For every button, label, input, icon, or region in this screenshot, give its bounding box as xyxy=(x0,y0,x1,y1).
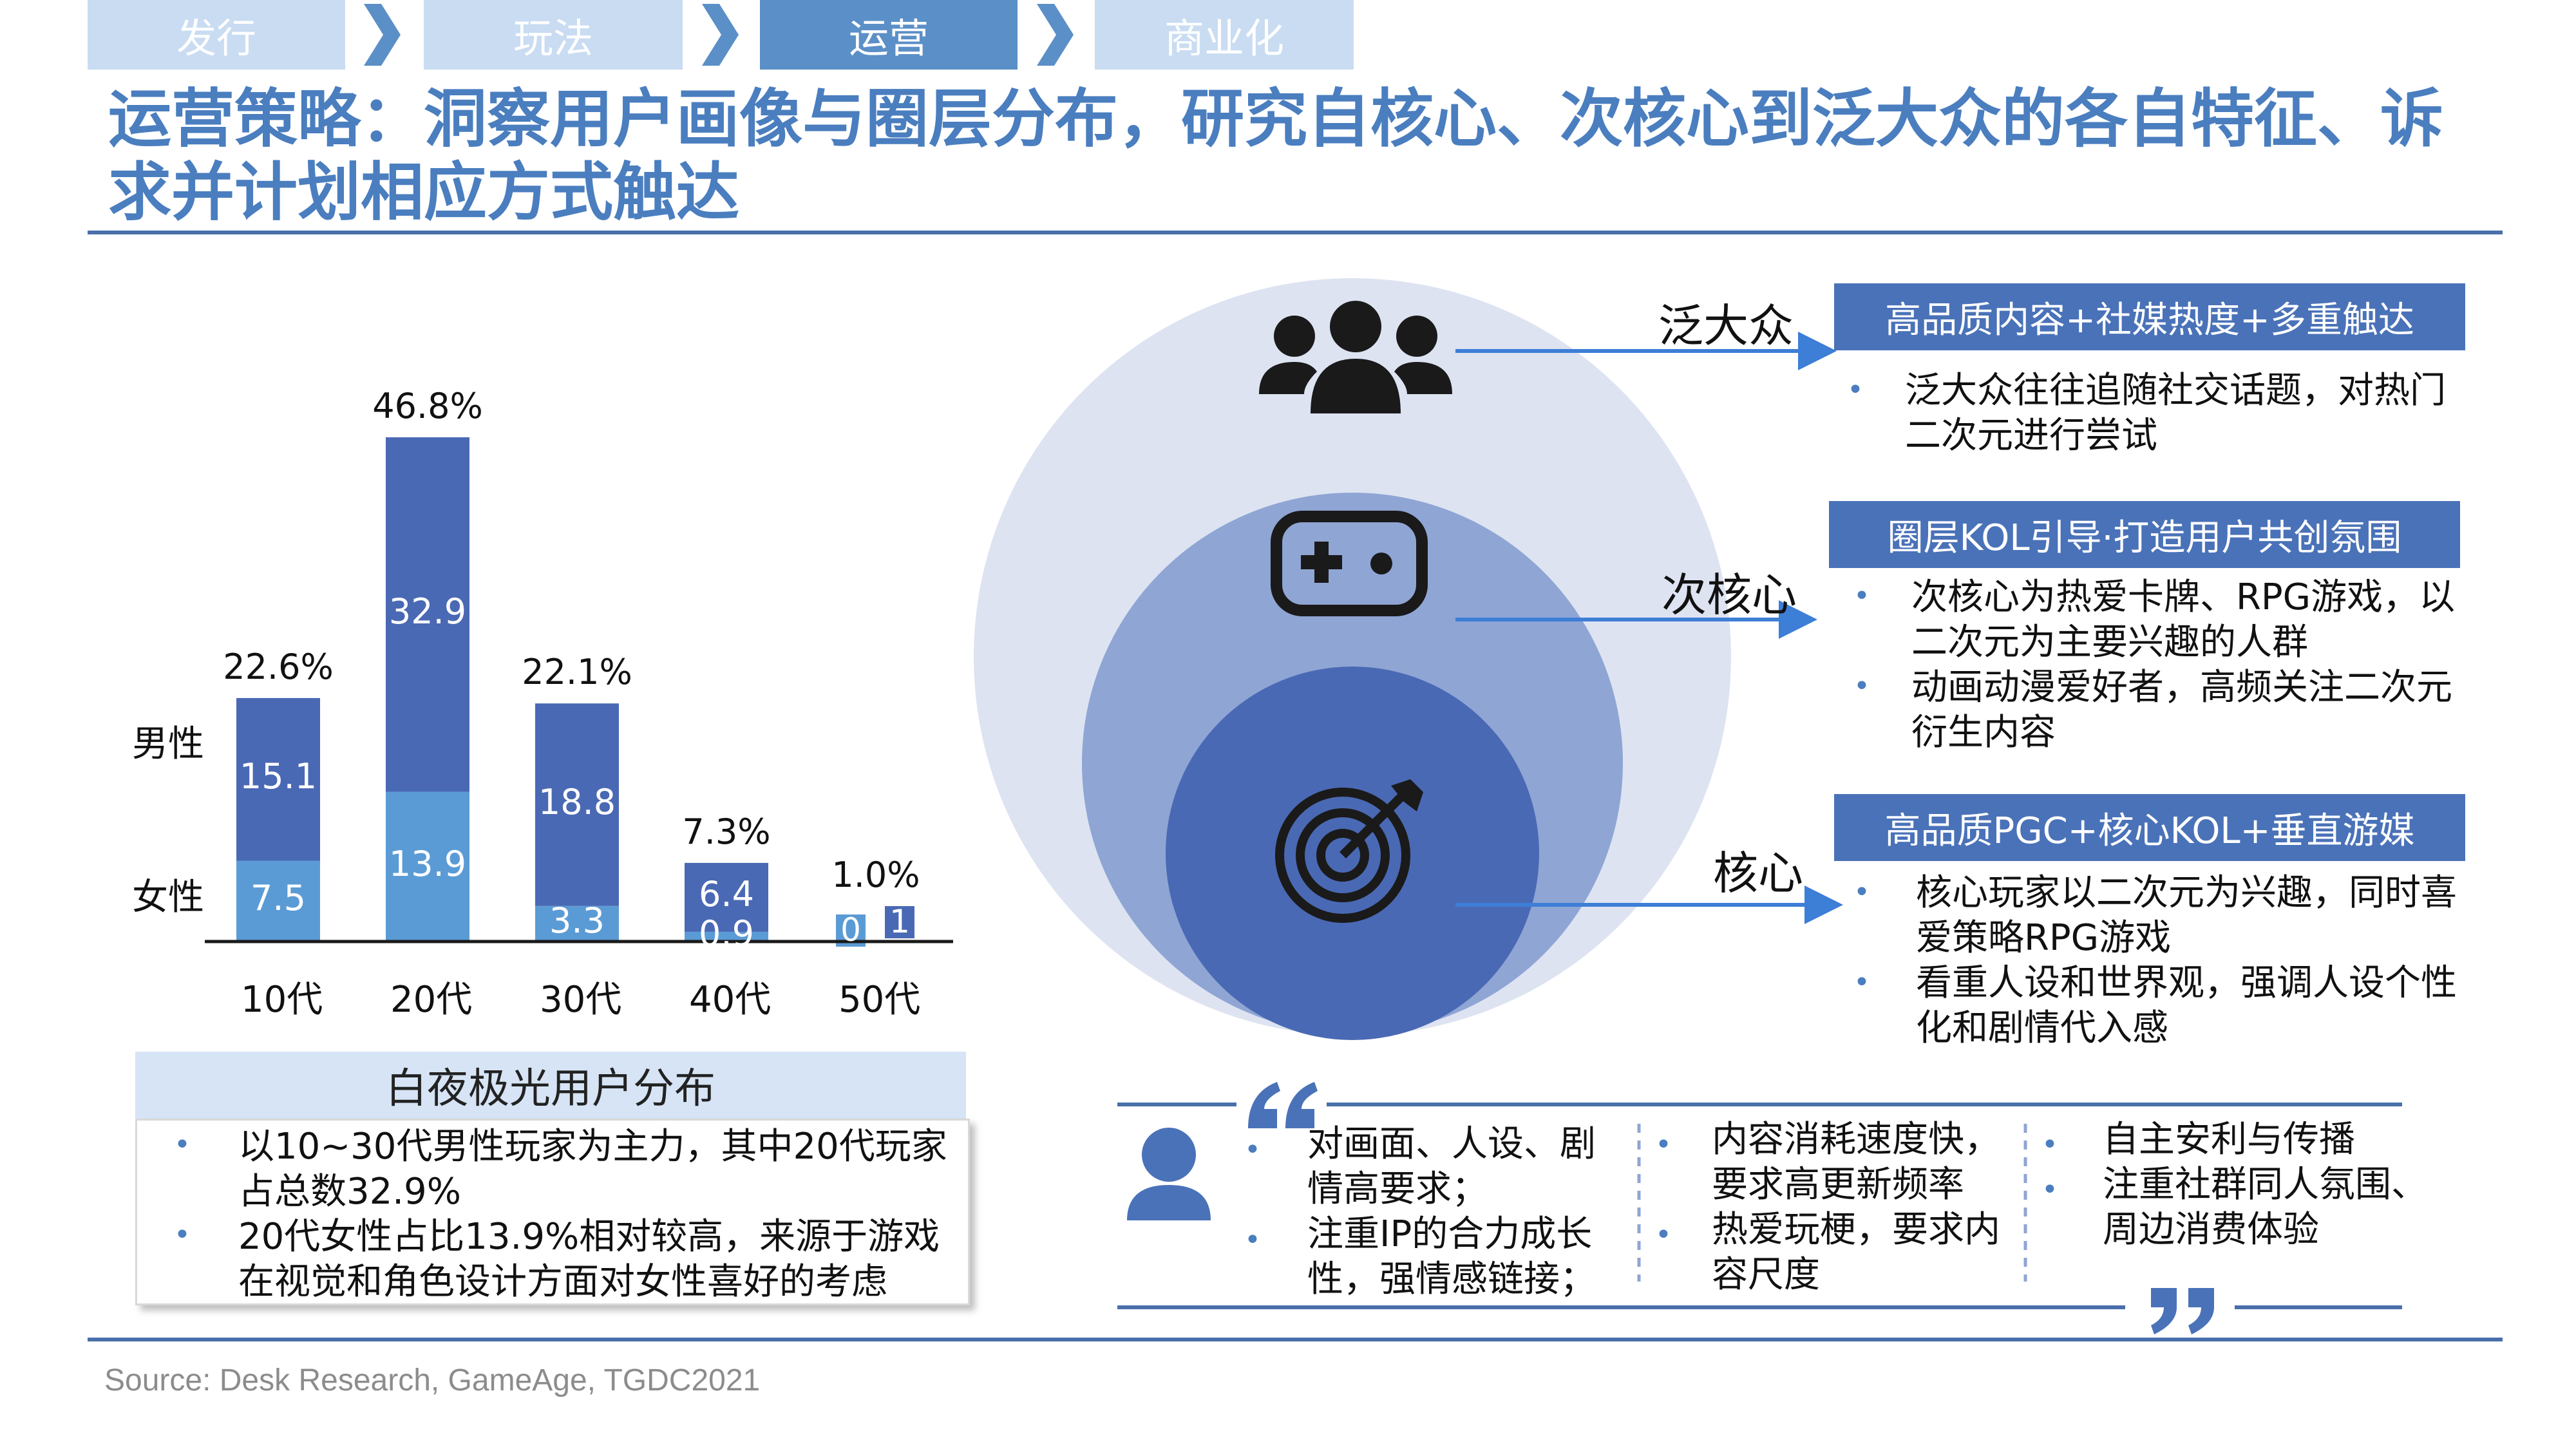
segment-label-male: 32.9 xyxy=(388,591,467,632)
x-tick-label: 20代 xyxy=(390,979,473,1021)
tier-core-bullet-1: 核心玩家以二次元为兴趣，同时喜爱策略RPG游戏 xyxy=(1916,872,2457,959)
x-tick-label: 50代 xyxy=(838,979,921,1021)
tier-subcore-bullet-2: 动画动漫爱好者，高频关注二次元衍生内容 xyxy=(1911,667,2452,753)
need-col2-item1: 内容消耗速度快，要求高更新频率 xyxy=(1712,1119,2000,1206)
tier-arrows xyxy=(1455,332,1843,924)
tier-banner-mass: 高品质内容+社媒热度+多重触达 xyxy=(1834,283,2465,350)
tier-label-subcore: 次核心 xyxy=(1662,569,1797,621)
total-label: 22.6% xyxy=(223,646,334,687)
tier-banner-subcore: 圈层KOL引导·打造用户共创氛围 xyxy=(1829,501,2460,568)
chevron-right-icon xyxy=(702,4,739,66)
need-col1-item1: 对画面、人设、剧情高要求； xyxy=(1307,1123,1596,1210)
bullet-dot: • xyxy=(1853,876,1870,909)
people-group-icon xyxy=(1259,301,1452,413)
tier-circles xyxy=(974,278,1731,1040)
bullet-dot: • xyxy=(1847,374,1864,406)
tier-core-bullet-2: 看重人设和世界观，强调人设个性化和剧情代入感 xyxy=(1916,962,2457,1049)
tab-gameplay[interactable]: 玩法 xyxy=(424,0,683,70)
segment-label-female: 7.5 xyxy=(251,878,306,919)
bar-female-20代 xyxy=(386,791,469,942)
footer-divider xyxy=(88,1338,2503,1341)
tier-mass-bullet-1: 泛大众往往追随社交话题，对热门二次元进行尝试 xyxy=(1905,370,2446,457)
need-col3-item1: 自主安利与传播 xyxy=(2103,1119,2355,1160)
bullet-dot: • xyxy=(1244,1224,1261,1256)
segment-label-female: 3.3 xyxy=(549,900,605,942)
bullet-dot: • xyxy=(1244,1133,1261,1166)
distribution-panel xyxy=(135,1119,970,1305)
need-col1-item2: 注重IP的合力成长性，强情感链接； xyxy=(1307,1213,1596,1300)
bullet-dot: • xyxy=(1853,966,1870,999)
bullet-dot: • xyxy=(1655,1218,1672,1251)
need-col3-item2: 注重社群同人氛围、周边消费体验 xyxy=(2103,1164,2427,1251)
segment-label-female: 0.9 xyxy=(699,913,754,954)
gamepad-icon xyxy=(1271,511,1428,616)
distribution-bullet-1: 以10~30代男性玩家为主力，其中20代玩家占总数32.9% xyxy=(238,1126,947,1213)
segment-label-female: 0 xyxy=(840,911,861,949)
quote-open-icon xyxy=(1248,1082,1318,1128)
tab-monetization[interactable]: 商业化 xyxy=(1095,0,1354,70)
segment-label-male: 1 xyxy=(889,903,910,940)
segment-label-male: 15.1 xyxy=(239,756,317,797)
bullet-dot: • xyxy=(1853,670,1870,703)
total-label: 46.8% xyxy=(372,386,483,427)
bar-female-40代 xyxy=(685,931,768,942)
bar-male-10代 xyxy=(236,697,320,861)
segment-label-female: 13.9 xyxy=(388,843,467,884)
bullet-dot: • xyxy=(174,1218,191,1251)
total-label: 7.3% xyxy=(682,811,771,852)
bar-female-10代 xyxy=(236,860,320,942)
user-avatar-icon xyxy=(1127,1128,1211,1220)
bar-male-50代 xyxy=(885,906,914,938)
distribution-bullet-2: 20代女性占比13.9%相对较高，来源于游戏在视觉和角色设计方面对女性喜好的考虑 xyxy=(238,1216,940,1303)
title-divider xyxy=(88,231,2503,234)
total-label: 22.1% xyxy=(522,652,632,693)
target-icon xyxy=(1275,779,1423,923)
total-label: 1.0% xyxy=(831,855,920,895)
x-tick-label: 10代 xyxy=(241,979,323,1021)
tab-publish[interactable]: 发行 xyxy=(88,0,345,70)
bullet-dot: • xyxy=(1655,1128,1672,1161)
page-title: 运营策略：洞察用户画像与圈层分布，研究自核心、次核心到泛大众的各自特征、诉求并计… xyxy=(108,82,2444,229)
tier-label-core: 核心 xyxy=(1713,847,1803,900)
chevron-right-icon xyxy=(1037,4,1074,66)
x-tick-label: 40代 xyxy=(689,979,772,1021)
bullet-dot: • xyxy=(1853,580,1870,612)
legend-female: 女性 xyxy=(132,876,204,918)
bullet-dot: • xyxy=(2041,1173,2058,1206)
distribution-heading: 白夜极光用户分布 xyxy=(135,1052,966,1119)
quote-frame xyxy=(1117,1103,2402,1309)
tier-label-mass: 泛大众 xyxy=(1658,299,1794,352)
bar-male-40代 xyxy=(685,862,768,932)
need-col2-item2: 热爱玩梗，要求内容尺度 xyxy=(1712,1209,2000,1296)
tier-banner-core: 高品质PGC+核心KOL+垂直游媒 xyxy=(1834,794,2465,861)
legend-male: 男性 xyxy=(132,723,204,765)
tab-operation[interactable]: 运营 xyxy=(760,0,1018,70)
source-note: Source: Desk Research, GameAge, TGDC2021 xyxy=(104,1363,761,1397)
quote-close-icon xyxy=(2151,1288,2214,1334)
tier-subcore-bullet-1: 次核心为热爱卡牌、RPG游戏，以二次元为主要兴趣的人群 xyxy=(1911,576,2456,663)
bullet-dot: • xyxy=(2041,1128,2058,1161)
bar-male-20代 xyxy=(386,437,469,792)
chevron-right-icon xyxy=(364,4,401,66)
segment-label-male: 6.4 xyxy=(699,874,754,915)
segment-label-male: 18.8 xyxy=(538,781,616,822)
bar-male-30代 xyxy=(535,703,619,906)
bullet-dot: • xyxy=(174,1128,191,1161)
x-tick-label: 30代 xyxy=(540,979,622,1021)
stacked-bar-chart xyxy=(205,437,953,947)
bar-female-30代 xyxy=(535,905,619,942)
